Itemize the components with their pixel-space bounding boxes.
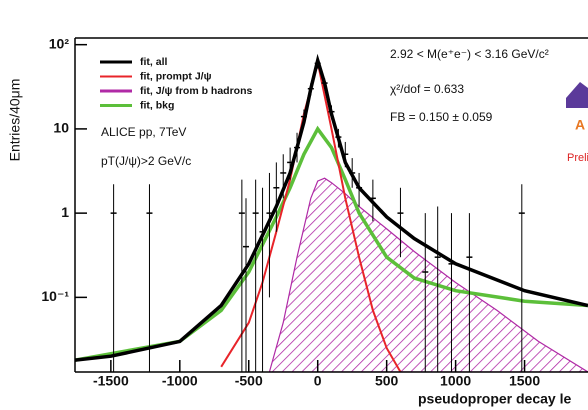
fit-line: [75, 125, 588, 362]
x-tick-label: 1500: [509, 373, 540, 389]
annotation: pT(J/ψ)>2 GeV/c: [101, 154, 191, 168]
y-tick-label: 10: [53, 120, 69, 136]
x-tick-label: 1000: [440, 373, 471, 389]
y-tick-label: 10²: [49, 35, 70, 51]
y-tick-label: 1: [61, 204, 69, 220]
x-tick-label: 500: [375, 373, 399, 389]
x-tick-label: -1000: [162, 373, 198, 389]
y-axis-label: Entries/40μm: [7, 79, 23, 162]
legend-label: fit, J/ψ from b hadrons: [140, 85, 252, 97]
x-tick-label: -500: [235, 373, 263, 389]
area: [268, 177, 588, 372]
y-tick-label: 10⁻¹: [41, 288, 69, 304]
legend-label: fit, all: [140, 56, 168, 68]
annotation: ALICE pp, 7TeV: [101, 125, 186, 139]
legend-label: fit, prompt J/ψ: [140, 70, 212, 82]
plot-area: [75, 53, 588, 372]
annotation: FB = 0.150 ± 0.059: [390, 110, 493, 124]
legend-label: fit, bkg: [140, 99, 174, 111]
logo-text: A: [575, 117, 585, 133]
x-tick-label: -1500: [93, 373, 129, 389]
logo: [566, 82, 588, 108]
annotation: 2.92 < M(e⁺e⁻) < 3.16 GeV/c²: [390, 47, 549, 61]
x-tick-label: 0: [314, 373, 322, 389]
x-axis-label: pseudoproper decay le: [418, 391, 571, 407]
logo-text: Preli: [567, 152, 588, 164]
annotation: χ²/dof = 0.633: [390, 82, 464, 96]
